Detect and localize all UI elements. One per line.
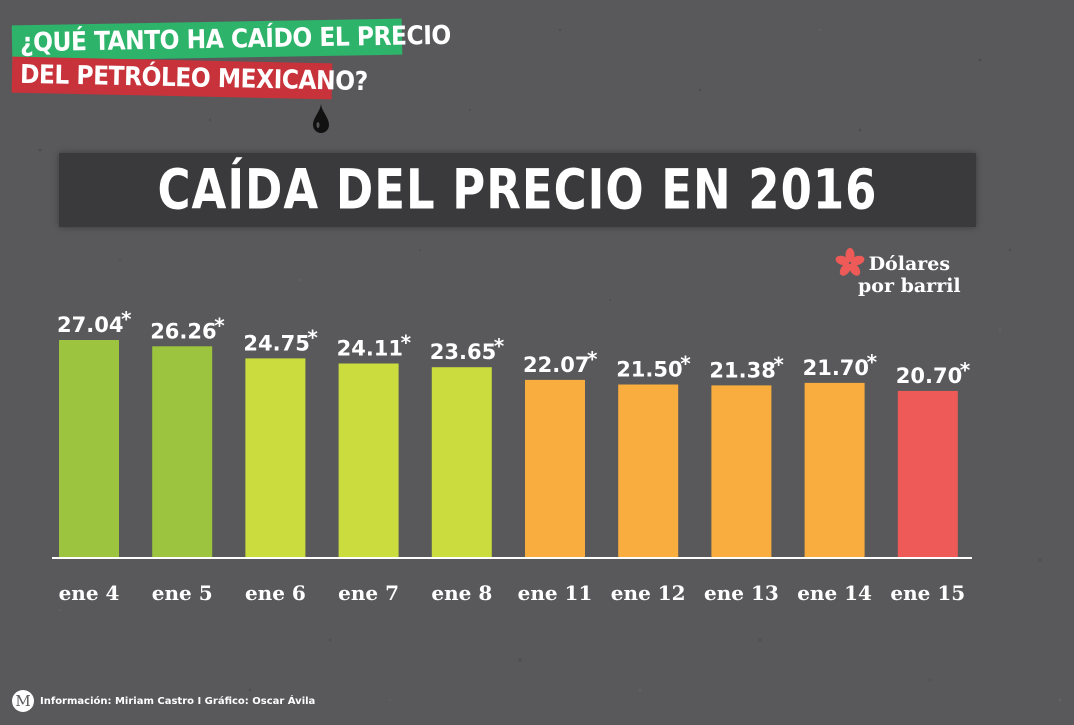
credits-text: Información: Miriam Castro I Gráfico: Os… [40,695,316,707]
bar-asterisk: * [121,307,132,331]
bar-6 [525,379,585,557]
bar-value-label: 27.04 [57,313,123,337]
category-label: ene 7 [338,581,399,605]
chart-title: CAÍDA DEL PRECIO EN 2016 [157,158,878,222]
bar-asterisk: * [867,350,878,374]
bar-asterisk: * [587,347,598,371]
bar-value-label: 21.38 [709,358,775,382]
category-label: ene 15 [890,581,965,605]
bar-asterisk: * [401,331,412,355]
unit-line-2: por barril [858,275,961,297]
bar-value-label: 20.70 [896,364,962,388]
bar-value-label: 24.75 [243,331,309,355]
bar-value-label: 26.26 [150,319,216,343]
unit-legend: Dólares por barril [834,247,974,307]
milenio-logo: M [12,690,34,712]
bar-value-label: 22.07 [523,353,589,377]
bar-value-label: 23.65 [430,340,496,364]
oil-drop-icon [313,103,329,133]
bar-asterisk: * [307,325,318,349]
bar-value-label: 21.70 [803,356,869,380]
category-label: ene 4 [59,581,120,605]
category-label: ene 6 [245,581,306,605]
unit-line-1: Dólares [868,253,951,275]
bar-2 [152,346,213,557]
category-label: ene 8 [431,581,492,605]
bar-value-label: 21.50 [616,358,682,382]
bar-asterisk: * [494,334,505,358]
category-label: ene 11 [518,581,593,605]
bar-10 [897,390,958,557]
bar-5 [431,367,492,557]
bar-9 [804,382,865,557]
bar-4 [338,363,399,557]
asterisk-icon [835,248,865,276]
category-label: ene 5 [152,581,213,605]
category-label: ene 14 [797,581,872,605]
bar-3 [245,358,306,557]
bar-1 [59,340,119,557]
bar-8 [711,385,772,557]
footer: M Información: Miriam Castro I Gráfico: … [12,690,315,712]
chart-title-bar: CAÍDA DEL PRECIO EN 2016 [59,153,976,227]
bar-asterisk: * [773,352,784,376]
bar-asterisk: * [214,313,225,337]
bar-7 [618,384,679,557]
bar-value-label: 24.11 [337,337,403,361]
bar-asterisk: * [680,352,691,376]
bar-asterisk: * [960,358,971,382]
category-label: ene 13 [704,581,779,605]
category-label: ene 12 [611,581,686,605]
